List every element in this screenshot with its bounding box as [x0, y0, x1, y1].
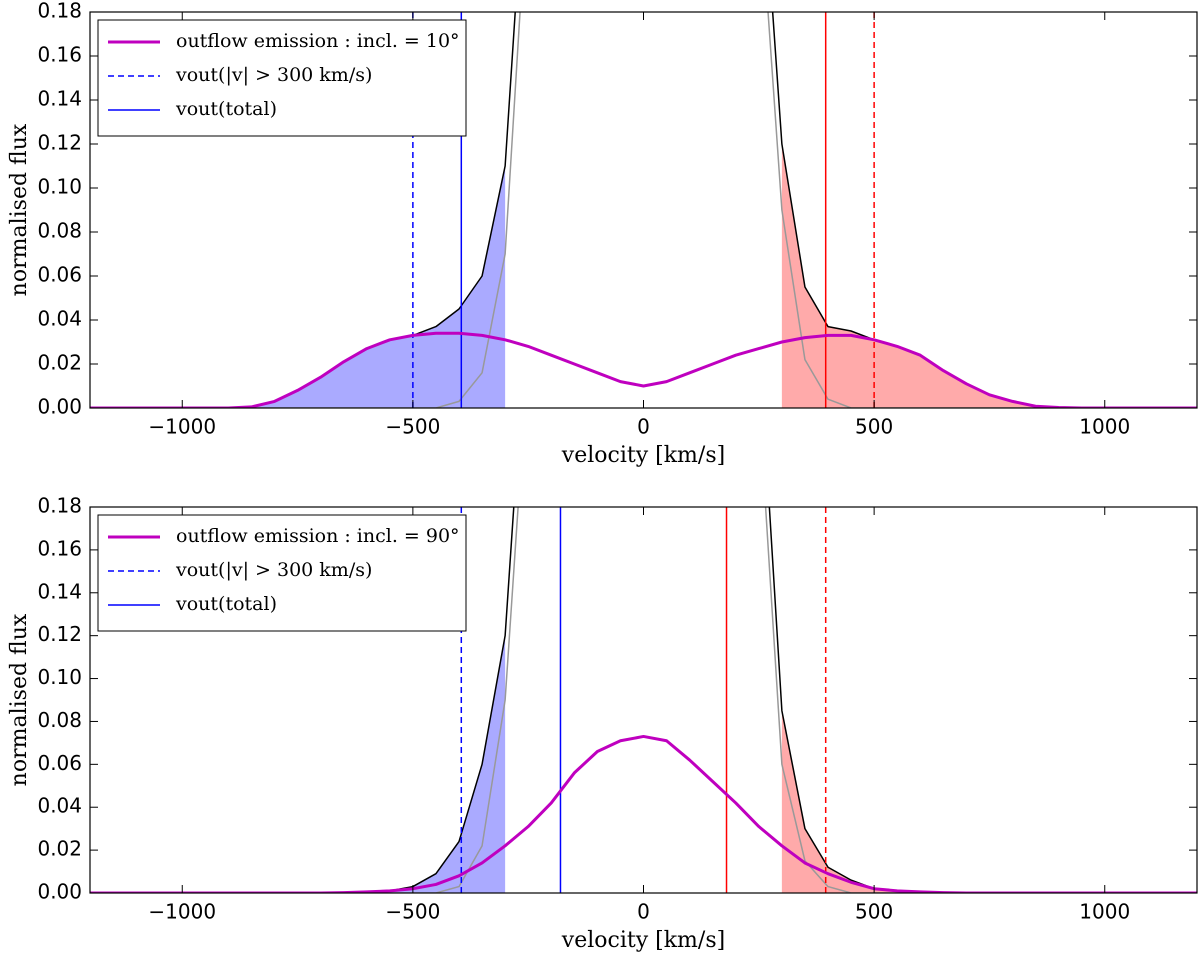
x-tick-label: 0: [637, 415, 650, 439]
series-line: [90, 734, 1197, 893]
x-axis-label: velocity [km/s]: [561, 928, 725, 953]
y-tick-label: 0.12: [37, 131, 82, 155]
x-axis-label: velocity [km/s]: [561, 443, 725, 468]
y-tick-label: 0.10: [37, 665, 82, 689]
legend-label: vout(|v| > 300 km/s): [175, 559, 372, 581]
shaded-area: [90, 635, 506, 893]
x-tick-label: 500: [855, 900, 893, 924]
y-tick-label: 0.06: [37, 263, 82, 287]
legend-box: [97, 514, 467, 632]
legend-label: vout(|v| > 300 km/s): [175, 64, 372, 86]
y-tick-label: 0.02: [37, 837, 82, 861]
x-tick-label: 500: [855, 415, 893, 439]
x-tick-label: 0: [637, 900, 650, 924]
legend-box: [97, 19, 467, 137]
y-tick-label: 0.18: [37, 494, 82, 518]
y-tick-label: 0.08: [37, 708, 82, 732]
legend-label: vout(total): [175, 98, 277, 120]
y-tick-label: 0.14: [37, 579, 82, 603]
series-line: [90, 331, 1197, 408]
shaded-area: [90, 166, 506, 408]
y-tick-label: 0.12: [37, 622, 82, 646]
y-tick-label: 0.14: [37, 87, 82, 111]
y-tick-label: 0.08: [37, 219, 82, 243]
x-tick-label: 1000: [1079, 900, 1130, 924]
y-tick-label: 0.18: [37, 0, 82, 23]
y-tick-label: 0.02: [37, 351, 82, 375]
legend-label: vout(total): [175, 593, 277, 615]
y-tick-label: 0.16: [37, 43, 82, 67]
x-tick-label: −500: [385, 900, 440, 924]
shaded-area: [781, 710, 1197, 893]
x-tick-label: −500: [385, 415, 440, 439]
y-tick-label: 0.04: [37, 794, 82, 818]
legend-label: outflow emission : incl. = 90°: [176, 525, 460, 547]
y-tick-label: 0.06: [37, 751, 82, 775]
y-tick-label: 0.04: [37, 307, 82, 331]
shaded-area: [781, 144, 1197, 408]
y-tick-label: 0.00: [37, 880, 82, 904]
legend-label: outflow emission : incl. = 10°: [176, 30, 460, 52]
x-tick-label: 1000: [1079, 415, 1130, 439]
y-axis-label: normalised flux: [7, 123, 32, 296]
y-tick-label: 0.10: [37, 175, 82, 199]
y-axis-label: normalised flux: [7, 613, 32, 786]
y-tick-label: 0.00: [37, 395, 82, 419]
y-tick-label: 0.16: [37, 536, 82, 560]
x-tick-label: −1000: [148, 415, 216, 439]
x-tick-label: −1000: [148, 900, 216, 924]
